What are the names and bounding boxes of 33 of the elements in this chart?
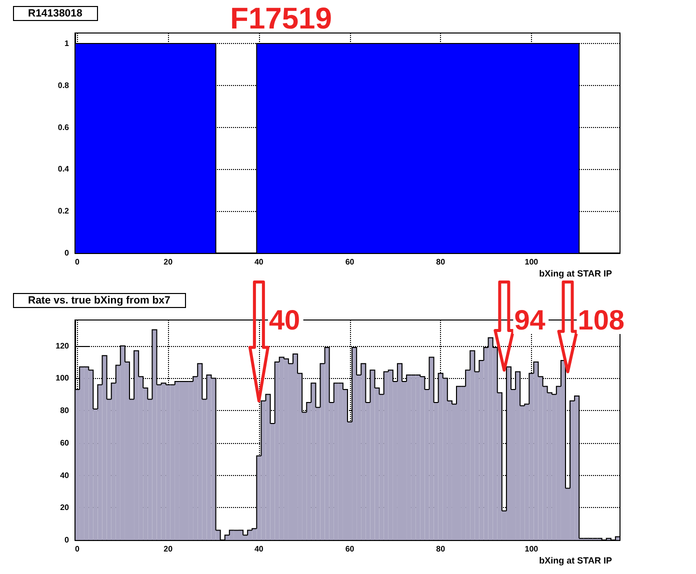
y-tick-label: 40: [60, 470, 70, 480]
x-tick-label: 100: [524, 544, 539, 554]
x-tick-label: 0: [75, 544, 80, 554]
x-axis-title: bXing at STAR IP: [539, 268, 612, 278]
y-tick-label: 0.6: [58, 122, 70, 132]
x-tick-label: 20: [164, 544, 174, 554]
y-tick-label: 80: [60, 406, 70, 416]
x-tick-label: 0: [75, 258, 80, 266]
y-tick-label: 0.4: [58, 164, 70, 174]
x-tick-label: 80: [436, 544, 446, 554]
x-tick-label: 100: [524, 258, 539, 266]
x-tick-label: 60: [345, 258, 355, 266]
annotation: 40: [268, 304, 300, 336]
x-tick-label: 80: [436, 258, 446, 266]
x-axis-title: bXing at STAR IP: [539, 556, 612, 566]
annotation: 94: [514, 304, 546, 336]
y-tick-label: 120: [56, 341, 70, 350]
y-tick-label: 20: [60, 503, 70, 512]
y-tick-label: 0.2: [58, 206, 70, 216]
y-tick-label: 0.8: [58, 80, 70, 90]
y-tick-label: 0: [64, 248, 70, 258]
chart-title: R14138018: [28, 8, 82, 20]
annotation: F17519: [230, 2, 332, 36]
y-tick-label: 60: [60, 438, 70, 448]
y-tick-label: 0: [64, 536, 70, 544]
x-tick-label: 40: [254, 544, 264, 554]
annotation: 108: [578, 304, 624, 336]
x-tick-label: 20: [164, 258, 174, 266]
x-tick-label: 40: [254, 258, 264, 266]
y-tick-label: 1: [64, 38, 70, 48]
chart-title: Rate vs. true bXing from bx7: [28, 294, 171, 306]
x-tick-label: 60: [345, 544, 355, 554]
y-tick-label: 100: [56, 374, 70, 383]
